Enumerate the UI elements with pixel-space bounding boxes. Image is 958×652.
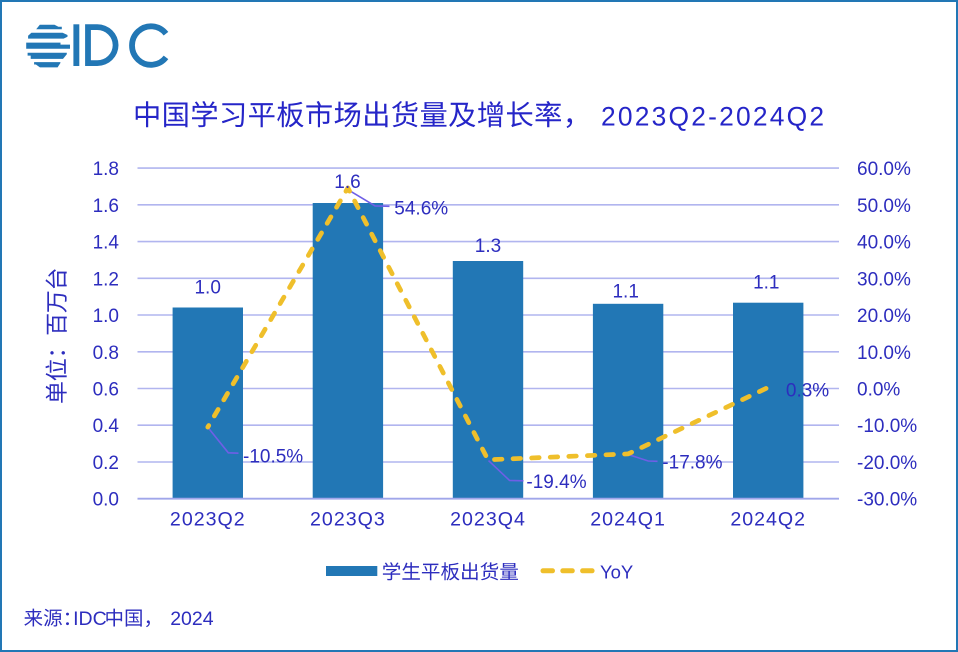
svg-text:2023Q3: 2023Q3: [310, 508, 386, 530]
svg-text:1.6: 1.6: [93, 196, 119, 217]
svg-text:1.2: 1.2: [93, 269, 119, 290]
svg-text:0.6: 0.6: [93, 380, 119, 401]
svg-text:YoY: YoY: [600, 562, 633, 583]
svg-text:2024: 2024: [170, 608, 214, 630]
svg-text:0.2: 0.2: [93, 453, 119, 474]
svg-text:2023Q2-2024Q2: 2023Q2-2024Q2: [601, 102, 826, 132]
svg-text:50.0%: 50.0%: [857, 196, 911, 217]
svg-text:2023Q2: 2023Q2: [170, 508, 246, 530]
svg-text:1.6: 1.6: [334, 172, 360, 193]
svg-text:2024Q1: 2024Q1: [590, 508, 666, 530]
svg-text:1.8: 1.8: [93, 159, 119, 180]
svg-text:54.6%: 54.6%: [394, 199, 448, 220]
svg-text:1.3: 1.3: [475, 236, 501, 257]
svg-text:30.0%: 30.0%: [857, 269, 911, 290]
svg-text:1.0: 1.0: [194, 277, 220, 298]
svg-text:-30.0%: -30.0%: [857, 490, 917, 511]
svg-text:2024Q2: 2024Q2: [730, 508, 806, 530]
svg-text:1.4: 1.4: [93, 233, 120, 254]
svg-text:-17.8%: -17.8%: [662, 453, 722, 474]
svg-text:2023Q4: 2023Q4: [450, 508, 526, 530]
svg-text:0.4: 0.4: [93, 416, 120, 437]
svg-text:IDC: IDC: [73, 608, 107, 630]
svg-text:-10.5%: -10.5%: [243, 447, 303, 468]
svg-text:1.0: 1.0: [93, 306, 119, 327]
svg-text:-19.4%: -19.4%: [526, 472, 586, 493]
svg-text:-20.0%: -20.0%: [857, 453, 917, 474]
svg-text:-10.0%: -10.0%: [857, 416, 917, 437]
svg-text:0.8: 0.8: [93, 343, 119, 364]
svg-text:40.0%: 40.0%: [857, 233, 911, 254]
svg-text:10.0%: 10.0%: [857, 343, 911, 364]
svg-text:60.0%: 60.0%: [857, 159, 911, 180]
svg-text:20.0%: 20.0%: [857, 306, 911, 327]
svg-text:0.0%: 0.0%: [857, 380, 900, 401]
svg-text:0.0: 0.0: [93, 490, 119, 511]
svg-text:1.1: 1.1: [612, 281, 638, 302]
svg-text:0.3%: 0.3%: [786, 380, 829, 401]
svg-text:1.1: 1.1: [753, 273, 779, 294]
